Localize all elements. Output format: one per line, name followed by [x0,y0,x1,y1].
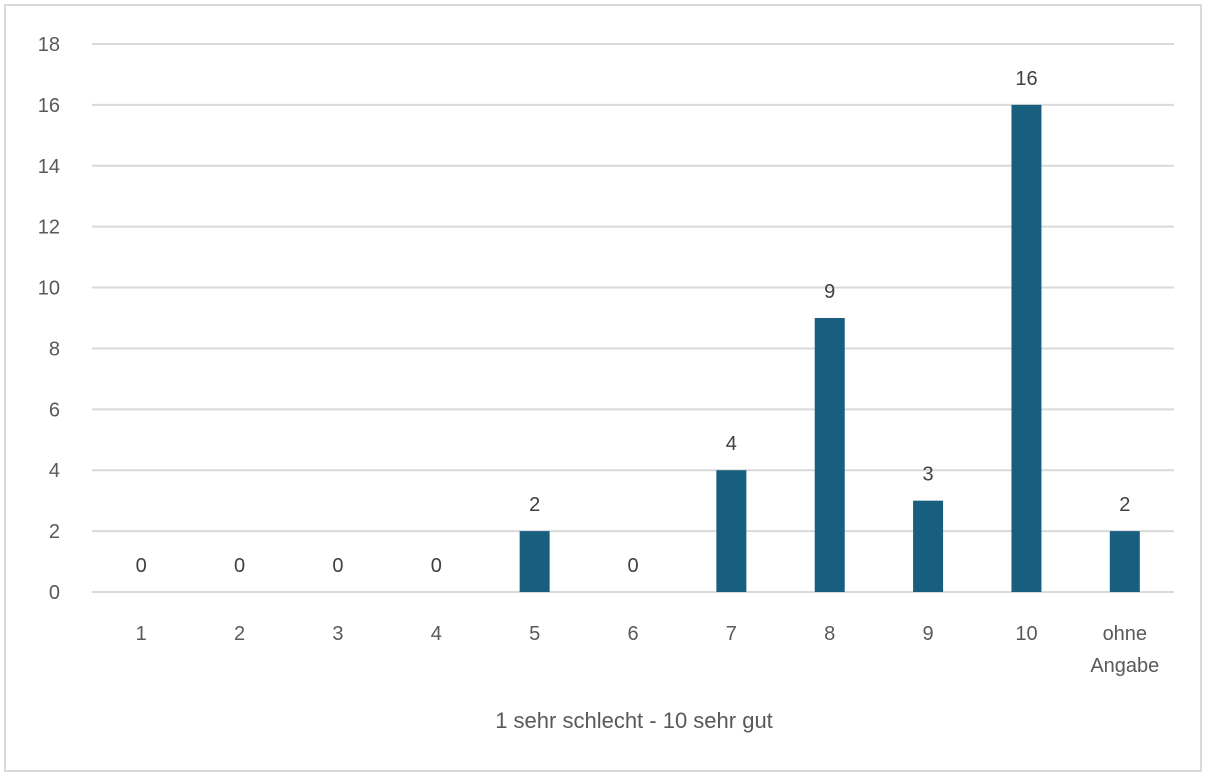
chart-frame [4,4,1202,772]
gridlines [92,43,1174,593]
y-tick-label: 6 [49,399,60,421]
y-tick-label: 0 [49,582,60,604]
data-label: 4 [726,433,737,455]
data-label: 9 [824,281,835,303]
data-label: 0 [332,555,343,577]
x-tick-label: 4 [431,623,442,645]
data-label: 2 [529,494,540,516]
data-label: 3 [923,464,934,486]
x-tick-label: 1 [136,623,147,645]
bar [1109,531,1140,592]
y-tick-label: 12 [38,217,60,239]
y-axis-ticks: 0 2 4 6 8 10 12 14 16 18 [38,34,60,604]
bar [716,470,747,592]
x-tick-label: 10 [1015,623,1037,645]
y-tick-label: 8 [49,338,60,360]
y-tick-label: 10 [38,278,60,300]
x-tick-label: 5 [529,623,540,645]
y-tick-label: 2 [49,521,60,543]
bar [1011,104,1042,592]
y-tick-label: 16 [38,95,60,117]
x-axis-title: 1 sehr schlecht - 10 sehr gut [495,708,773,733]
bar [814,318,845,592]
data-label: 0 [234,555,245,577]
x-tick-label: ohne Angabe [1090,623,1159,677]
bar [519,531,550,592]
x-tick-label: 7 [726,623,737,645]
x-tick-label: 3 [332,623,343,645]
y-tick-label: 4 [49,460,60,482]
bar [913,500,944,592]
data-label: 16 [1015,68,1037,90]
data-label: 0 [136,555,147,577]
y-tick-label: 14 [38,156,60,178]
data-label: 0 [627,555,638,577]
data-labels: 0 0 0 0 2 0 4 9 3 16 2 [136,68,1131,577]
data-label: 0 [431,555,442,577]
x-axis-ticks: 1 2 3 4 5 6 7 8 9 10 ohne Angabe [136,623,1160,677]
x-tick-label: 9 [923,623,934,645]
y-tick-label: 18 [38,34,60,56]
x-tick-label: 6 [627,623,638,645]
bars [519,104,1140,592]
x-tick-label: 8 [824,623,835,645]
data-label: 2 [1119,494,1130,516]
x-tick-label: 2 [234,623,245,645]
